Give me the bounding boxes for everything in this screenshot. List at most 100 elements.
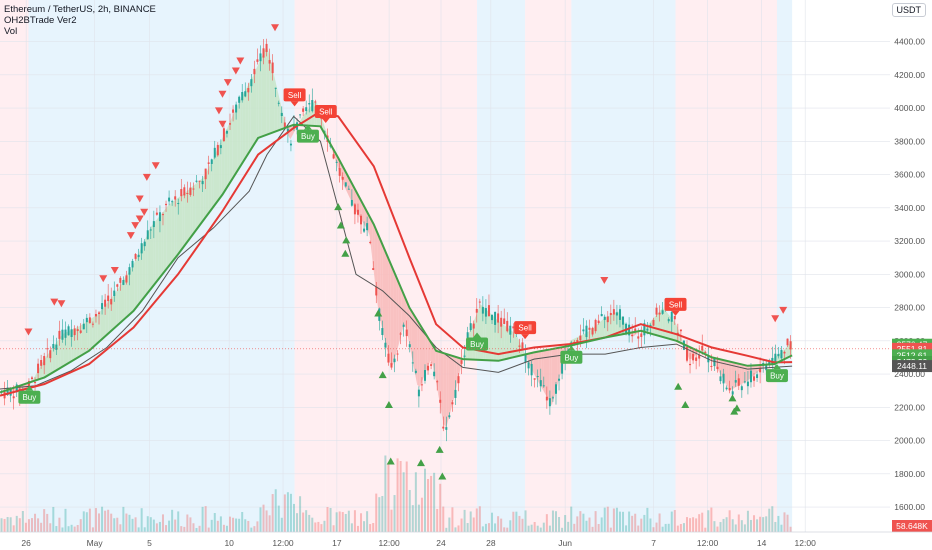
volume-bar <box>673 510 676 532</box>
volume-bar <box>314 522 317 532</box>
fill-segment <box>433 345 436 380</box>
legend-symbol[interactable]: Ethereum / TetherUS, 2h, BINANCE <box>4 4 156 15</box>
signal-pointer <box>303 124 312 130</box>
volume-bar <box>414 472 417 532</box>
volume-bar <box>360 513 363 532</box>
signal-label: Sell <box>518 324 532 333</box>
y-tick-label: 3400.00 <box>894 203 925 213</box>
volume-bar <box>475 508 478 532</box>
fill-segment <box>198 179 201 228</box>
volume-bar <box>113 518 116 532</box>
fill-segment <box>182 192 185 249</box>
volume-bar <box>612 508 615 532</box>
volume-bar <box>704 527 707 532</box>
currency-button[interactable]: USDT <box>891 3 926 17</box>
fill-segment <box>184 190 188 246</box>
volume-bar <box>82 511 85 532</box>
candle-body <box>76 329 79 332</box>
down-arrow-icon <box>771 315 780 323</box>
down-arrow-icon <box>223 79 232 87</box>
candle-body <box>469 323 472 331</box>
volume-bar <box>527 525 530 532</box>
buy-signal[interactable]: Buy <box>765 364 788 383</box>
candle-body <box>427 365 430 371</box>
volume-bar <box>567 521 570 532</box>
candle-body <box>640 333 643 337</box>
signal-labels[interactable]: Buy Buy Sell Sell Buy Sell Buy Sell Buy <box>18 88 788 404</box>
buy-signal[interactable]: Buy <box>18 385 41 404</box>
bg-band-6 <box>571 0 676 532</box>
fill-segment <box>654 313 658 336</box>
volume-bar <box>600 517 603 532</box>
buy-signal[interactable]: Buy <box>560 345 583 364</box>
candle-body <box>165 203 168 206</box>
sell-signal[interactable]: Sell <box>514 321 537 340</box>
volume-bar <box>229 516 232 532</box>
up-arrow-icon <box>334 203 343 211</box>
volume-bar <box>737 514 740 532</box>
down-arrow-icon <box>126 232 135 240</box>
candle-body <box>442 426 445 429</box>
legend-indicator[interactable]: OH2BTrade Ver2 <box>4 15 77 26</box>
up-arrow-icon <box>730 407 739 415</box>
volume-bar <box>762 517 765 532</box>
buy-signal[interactable]: Buy <box>296 124 319 143</box>
fill-segment <box>192 184 196 235</box>
y-tick-label: 3600.00 <box>894 170 925 180</box>
volume-bar <box>591 526 594 532</box>
candle-body <box>655 307 658 315</box>
signal-label: Sell <box>288 91 302 100</box>
fill-segment <box>385 251 389 356</box>
candle-body <box>433 371 436 377</box>
sell-signal[interactable]: Sell <box>664 297 687 316</box>
volume-bar <box>299 496 302 532</box>
candle-body <box>685 347 688 361</box>
y-tick-label: 1600.00 <box>894 502 925 512</box>
fill-segment <box>306 108 309 126</box>
candle-body <box>268 60 271 64</box>
candle-body <box>113 290 116 296</box>
candle-body <box>149 229 152 231</box>
volume-bar <box>652 527 655 532</box>
fill-segment <box>166 204 169 270</box>
fill-segment <box>784 346 787 360</box>
fill-segment <box>145 233 148 296</box>
candle-body <box>518 345 521 347</box>
candle-body <box>670 311 673 322</box>
volume-bar <box>149 517 152 532</box>
up-arrow-icon <box>374 309 383 317</box>
volume-bar <box>296 513 299 532</box>
candle-body <box>265 43 268 52</box>
candle-body <box>524 353 527 363</box>
legend-volume[interactable]: Vol <box>4 26 18 37</box>
volume-bar <box>21 510 24 532</box>
sell-signal[interactable]: Sell <box>314 105 337 124</box>
signal-pointer <box>567 345 576 351</box>
volume-label: 58.648K <box>896 521 928 531</box>
volume-bar <box>216 520 219 532</box>
fill-segment <box>546 349 550 401</box>
volume-bar <box>168 520 171 532</box>
candle-body <box>210 159 213 164</box>
fill-segment <box>150 223 154 290</box>
volume-bar <box>765 516 768 532</box>
volume-bar <box>481 526 484 532</box>
fill-segment <box>612 312 616 337</box>
candle-body <box>384 342 387 348</box>
volume-bar <box>494 523 497 532</box>
candle-body <box>649 324 652 327</box>
volume-bar <box>104 510 107 532</box>
volume-bar <box>594 511 597 532</box>
candle-body <box>229 123 232 125</box>
candle-body <box>104 299 107 307</box>
volume-bar <box>152 519 155 532</box>
up-arrow-icon <box>681 400 690 408</box>
volume-bar <box>183 526 186 532</box>
sell-signal[interactable]: Sell <box>283 88 306 107</box>
fill-segment <box>435 350 439 395</box>
buy-signal[interactable]: Buy <box>466 332 489 351</box>
volume-bar <box>250 527 253 532</box>
time-axis[interactable]: 26 May 5 10 12:00 17 12:00 24 28 Jun 7 12:00 14 12:00 <box>0 531 932 550</box>
